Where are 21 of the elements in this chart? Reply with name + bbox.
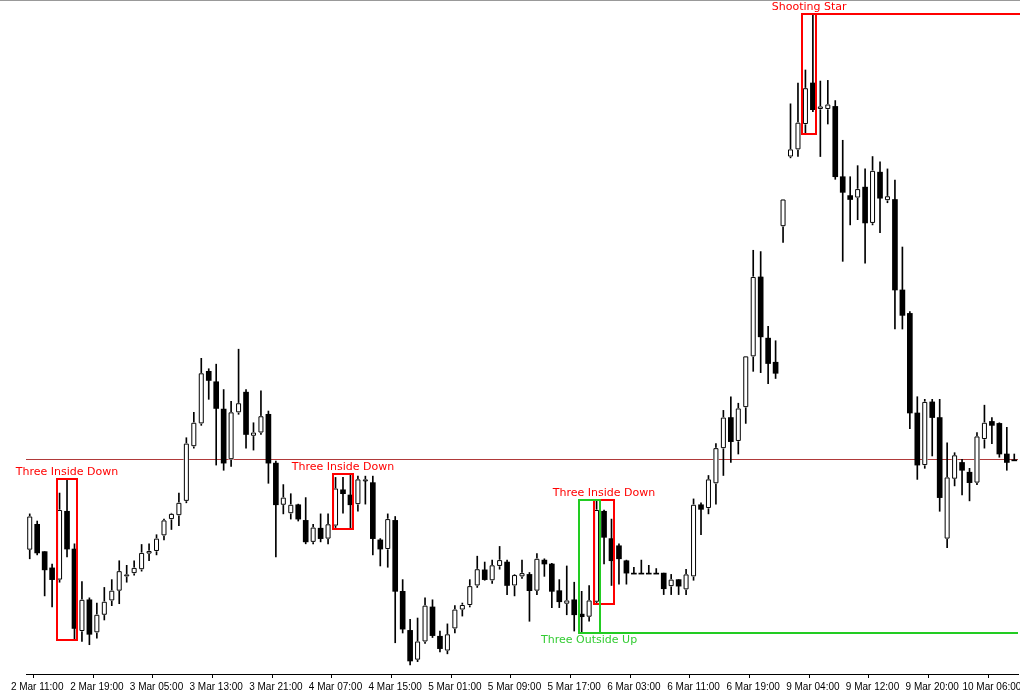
annotation: Three Inside Down (290, 459, 395, 473)
annotation: Three Inside Down (551, 485, 656, 499)
text: Shooting Star (771, 0, 848, 14)
x-tick-label: 6 Mar 19:00 (726, 680, 781, 692)
x-tick-label: 4 Mar 07:00 (308, 680, 363, 692)
x-tick-label: 9 Mar 12:00 (845, 680, 900, 692)
x-tick-label: 3 Mar 13:00 (189, 680, 244, 692)
x-tick-label: 2 Mar 19:00 (70, 680, 124, 692)
x-tick-label: 5 Mar 17:00 (547, 680, 602, 692)
x-tick-label: 3 Mar 21:00 (249, 680, 303, 692)
x-tick-label: 6 Mar 11:00 (667, 680, 721, 692)
x-tick-label: 2 Mar 11:00 (10, 680, 64, 692)
x-tick-label: 4 Mar 15:00 (368, 680, 423, 692)
annotation: Three Inside Down (14, 465, 119, 479)
x-tick-label: 3 Mar 05:00 (129, 680, 184, 692)
x-tick-label: 9 Mar 20:00 (905, 680, 960, 692)
x-tick-label: 5 Mar 09:00 (487, 680, 542, 692)
x-tick-label: 6 Mar 03:00 (607, 680, 661, 692)
annotation: Three Outside Up (540, 633, 638, 647)
x-tick-label: 5 Mar 01:00 (428, 680, 482, 692)
x-tick-label: 9 Mar 04:00 (786, 680, 840, 692)
